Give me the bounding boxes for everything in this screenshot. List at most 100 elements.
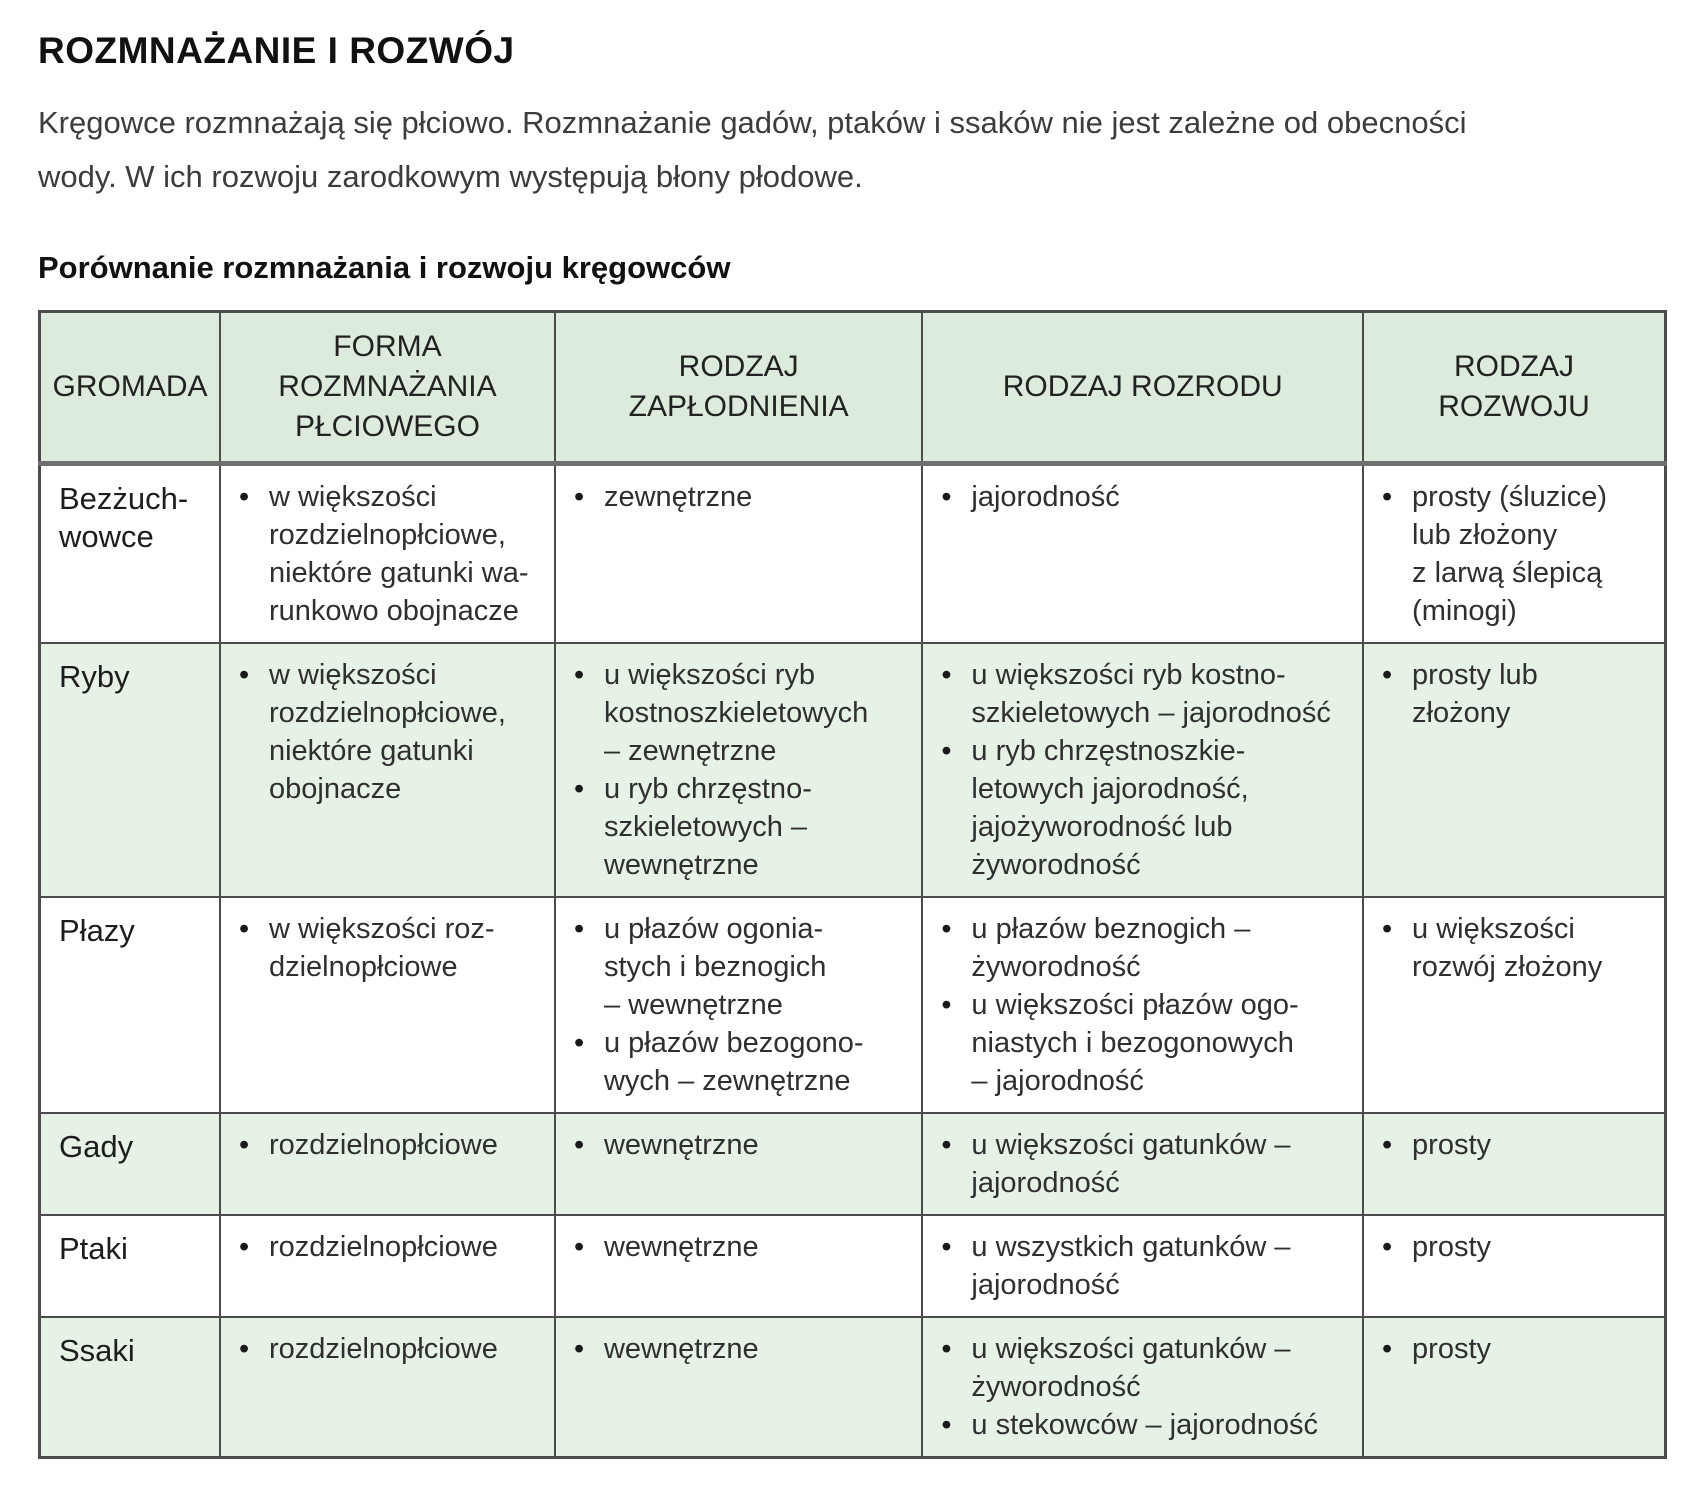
bullet-list: u większości gatunków – żyworodnośću ste… (931, 1330, 1352, 1444)
bullet-list: u większości gatunków – jajorodność (931, 1126, 1352, 1202)
group-cell: Płazy (38, 896, 221, 1114)
data-cell: u większości gatunków – jajorodność (921, 1112, 1365, 1216)
intro-paragraph: Kręgowce rozmnażają się płciowo. Rozmnaż… (38, 105, 1467, 194)
data-cell: wewnętrzne (553, 1316, 924, 1459)
bullet-list: prosty (1372, 1228, 1654, 1266)
data-cell: jajorodność (921, 462, 1365, 644)
column-header-3: RODZAJ ROZRODU (921, 310, 1365, 466)
data-cell: w większości roz- dzielnopłciowe (218, 896, 556, 1114)
data-cell: rozdzielnopłciowe (218, 1214, 556, 1318)
bullet-item: wewnętrzne (564, 1330, 911, 1368)
data-cell: prosty (1362, 1316, 1667, 1459)
data-cell: u większości rozwój złożony (1362, 896, 1667, 1114)
bullet-list: wewnętrzne (564, 1228, 911, 1266)
bullet-item: jajorodność (931, 478, 1352, 516)
bullet-list: u płazów beznogich – żyworodnośću większ… (931, 910, 1352, 1100)
bullet-list: u większości ryb kostnoszkieletowych – z… (564, 656, 911, 884)
data-cell: u większości ryb kostno- szkieletowych –… (921, 642, 1365, 898)
bullet-list: u wszystkich gatunków – jajorodność (931, 1228, 1352, 1304)
table-row: Bezżuch- wowcew większości rozdzielnopłc… (38, 462, 1667, 644)
bullet-item: wewnętrzne (564, 1228, 911, 1266)
data-cell: wewnętrzne (553, 1112, 924, 1216)
data-cell: prosty (1362, 1112, 1667, 1216)
data-cell: u większości ryb kostnoszkieletowych – z… (553, 642, 924, 898)
bullet-item: u płazów ogonia- stych i beznogich – wew… (564, 910, 911, 1024)
page-title: ROZMNAŻANIE I ROZWÓJ (38, 30, 515, 71)
table-body: Bezżuch- wowcew większości rozdzielnopłc… (38, 462, 1667, 1459)
bullet-item: u większości ryb kostnoszkieletowych – z… (564, 656, 911, 770)
bullet-item: prosty (1372, 1126, 1654, 1164)
table-row: Płazyw większości roz- dzielnopłciowe u p… (38, 896, 1667, 1114)
group-cell: Ptaki (38, 1214, 221, 1318)
bullet-list: u płazów ogonia- stych i beznogich – wew… (564, 910, 911, 1100)
table-row: Ptakirozdzielnopłciowe wewnętrzne u wszyst… (38, 1214, 1667, 1318)
bullet-item: prosty (śluzice) lub złożony z larwą śle… (1372, 478, 1654, 630)
bullet-item: prosty lub złożony (1372, 656, 1654, 732)
bullet-item: u większości gatunków – jajorodność (931, 1126, 1352, 1202)
bullet-item: wewnętrzne (564, 1126, 911, 1164)
bullet-item: u większości płazów ogo- niastych i bezo… (931, 986, 1352, 1100)
group-cell: Ryby (38, 642, 221, 898)
bullet-item: u większości gatunków – żyworodność (931, 1330, 1352, 1406)
header-row: GROMADA FORMA ROZMNAŻANIA PŁCIOWEGO RODZAJ… (38, 310, 1667, 466)
bullet-list: zewnętrzne (564, 478, 911, 516)
bullet-list: rozdzielnopłciowe (229, 1126, 544, 1164)
bullet-item: u płazów beznogich – żyworodność (931, 910, 1352, 986)
group-cell: Gady (38, 1112, 221, 1216)
data-cell: u większości gatunków – żyworodnośću ste… (921, 1316, 1365, 1459)
data-cell: u płazów ogonia- stych i beznogich – wew… (553, 896, 924, 1114)
bullet-list: prosty (śluzice) lub złożony z larwą śle… (1372, 478, 1654, 630)
data-cell: w większości rozdzielnopłciowe, niektóre… (218, 462, 556, 644)
bullet-item: w większości rozdzielnopłciowe, niektóre… (229, 478, 544, 630)
bullet-list: rozdzielnopłciowe (229, 1228, 544, 1266)
bullet-item: rozdzielnopłciowe (229, 1330, 544, 1368)
bullet-item: u ryb chrzęstno- szkieletowych – wewnętr… (564, 770, 911, 884)
data-cell: u płazów beznogich – żyworodnośću większ… (921, 896, 1365, 1114)
data-cell: prosty lub złożony (1362, 642, 1667, 898)
data-cell: wewnętrzne (553, 1214, 924, 1318)
bullet-list: prosty (1372, 1126, 1654, 1164)
data-cell: rozdzielnopłciowe (218, 1316, 556, 1459)
table-header: GROMADA FORMA ROZMNAŻANIA PŁCIOWEGO RODZAJ… (38, 310, 1667, 466)
bullet-item: zewnętrzne (564, 478, 911, 516)
group-cell: Ssaki (38, 1316, 221, 1459)
column-header-1: FORMA ROZMNAŻANIA PŁCIOWEGO (218, 310, 556, 466)
data-cell: w większości rozdzielnopłciowe, niektóre… (218, 642, 556, 898)
bullet-list: wewnętrzne (564, 1126, 911, 1164)
group-cell: Bezżuch- wowce (38, 462, 221, 644)
data-cell: prosty (1362, 1214, 1667, 1318)
bullet-list: prosty lub złożony (1372, 656, 1654, 732)
bullet-item: rozdzielnopłciowe (229, 1228, 544, 1266)
table-row: Ssakirozdzielnopłciowe wewnętrzne u większ… (38, 1316, 1667, 1459)
bullet-item: w większości roz- dzielnopłciowe (229, 910, 544, 986)
bullet-list: prosty (1372, 1330, 1654, 1368)
table-row: Gadyrozdzielnopłciowe wewnętrzne u większo… (38, 1112, 1667, 1216)
data-cell: prosty (śluzice) lub złożony z larwą śle… (1362, 462, 1667, 644)
bullet-item: prosty (1372, 1330, 1654, 1368)
column-header-2: RODZAJ ZAPŁODNIENIA (553, 310, 924, 466)
column-header-4: RODZAJ ROZWOJU (1362, 310, 1667, 466)
bullet-item: u większości ryb kostno- szkieletowych –… (931, 656, 1352, 732)
comparison-table: GROMADA FORMA ROZMNAŻANIA PŁCIOWEGO RODZAJ… (38, 310, 1667, 1459)
bullet-item: u stekowców – jajorodność (931, 1406, 1352, 1444)
bullet-list: wewnętrzne (564, 1330, 911, 1368)
column-header-0: GROMADA (38, 310, 221, 466)
data-cell: rozdzielnopłciowe (218, 1112, 556, 1216)
bullet-list: rozdzielnopłciowe (229, 1330, 544, 1368)
bullet-item: rozdzielnopłciowe (229, 1126, 544, 1164)
table-caption: Porównanie rozmnażania i rozwoju kręgowc… (38, 250, 731, 285)
bullet-item: u płazów bezogono- wych – zewnętrzne (564, 1024, 911, 1100)
bullet-item: u większości rozwój złożony (1372, 910, 1654, 986)
bullet-item: u wszystkich gatunków – jajorodność (931, 1228, 1352, 1304)
data-cell: zewnętrzne (553, 462, 924, 644)
table-row: Rybyw większości rozdzielnopłciowe, niek… (38, 642, 1667, 898)
bullet-list: w większości rozdzielnopłciowe, niektóre… (229, 478, 544, 630)
bullet-item: u ryb chrzęstnoszkie- letowych jajorodno… (931, 732, 1352, 884)
bullet-list: jajorodność (931, 478, 1352, 516)
bullet-list: u większości ryb kostno- szkieletowych –… (931, 656, 1352, 884)
bullet-item: prosty (1372, 1228, 1654, 1266)
bullet-item: w większości rozdzielnopłciowe, niektóre… (229, 656, 544, 808)
data-cell: u wszystkich gatunków – jajorodność (921, 1214, 1365, 1318)
bullet-list: w większości roz- dzielnopłciowe (229, 910, 544, 986)
bullet-list: u większości rozwój złożony (1372, 910, 1654, 986)
